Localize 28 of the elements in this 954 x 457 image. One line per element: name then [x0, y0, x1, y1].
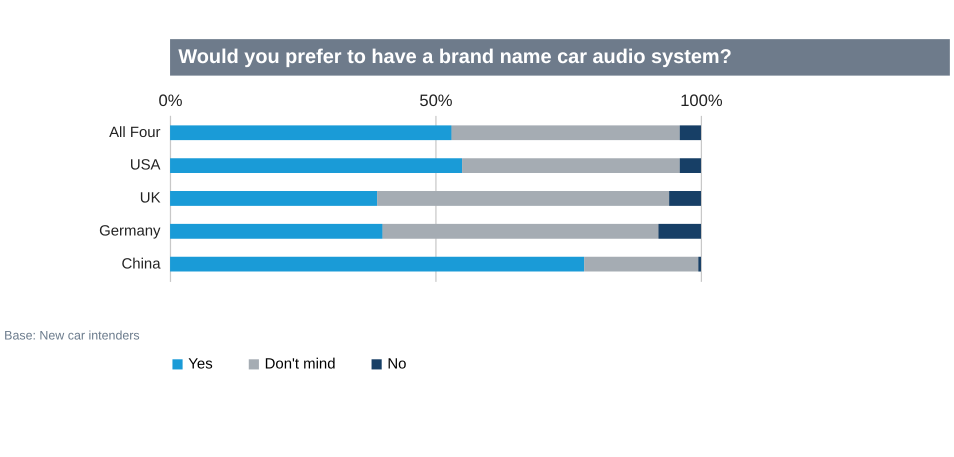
legend-label: Don't mind: [264, 356, 336, 373]
text: Base: New car intenders: [4, 328, 140, 342]
legend-label: Yes: [188, 356, 213, 373]
bar: [170, 125, 452, 140]
bar: [170, 224, 382, 239]
bar: [170, 158, 462, 173]
bar: [680, 158, 701, 173]
bar: [377, 191, 670, 206]
bar: [170, 256, 584, 272]
bar: [170, 191, 378, 206]
legend-label: No: [387, 356, 406, 373]
bar: [382, 224, 659, 239]
bar: [462, 158, 680, 173]
x-tick-label: 50%: [419, 90, 453, 110]
y-tick-label: UK: [140, 190, 161, 207]
bar: [680, 125, 701, 140]
y-tick-label: China: [122, 255, 162, 272]
bar: [698, 256, 701, 272]
bar: [584, 256, 698, 272]
bar: [451, 125, 680, 140]
y-tick-label: All Four: [109, 124, 161, 141]
y-tick-label: Germany: [99, 222, 162, 240]
x-tick-label: 100%: [680, 90, 723, 110]
x-tick-label: 0%: [158, 90, 183, 110]
y-tick-label: USA: [130, 156, 161, 174]
chart-title: Would you prefer to have a brand name car audio system?: [178, 46, 732, 68]
bar: [658, 224, 701, 239]
bar: [669, 191, 701, 206]
